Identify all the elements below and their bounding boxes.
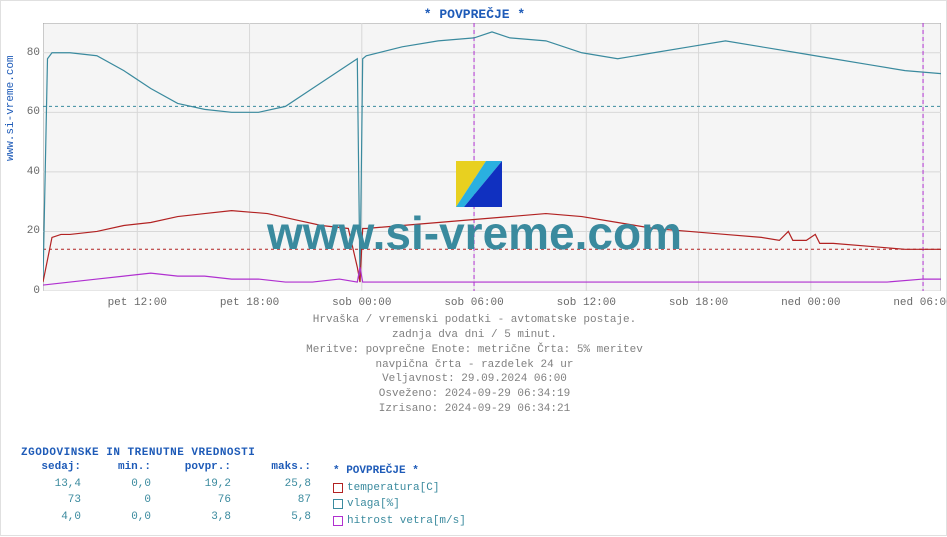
stats-cell-sedaj: 13,4 xyxy=(21,476,81,493)
legend-swatch-icon xyxy=(333,516,343,526)
stats-header-row: sedaj: min.: povpr.: maks.: xyxy=(21,459,311,476)
ytick-label: 60 xyxy=(10,106,40,118)
stats-cell-povpr: 19,2 xyxy=(151,476,231,493)
chart-area xyxy=(43,23,941,291)
stats-cell-maks: 87 xyxy=(231,492,311,509)
stats-cell-povpr: 3,8 xyxy=(151,509,231,526)
stats-cell-min: 0,0 xyxy=(81,476,151,493)
stats-title: ZGODOVINSKE IN TRENUTNE VREDNOSTI xyxy=(21,447,311,459)
legend-swatch-icon xyxy=(333,499,343,509)
caption-line: Veljavnost: 29.09.2024 06:00 xyxy=(1,372,947,387)
stats-cell-povpr: 76 xyxy=(151,492,231,509)
xtick-label: sob 06:00 xyxy=(444,297,503,309)
caption-line: Hrvaška / vremenski podatki - avtomatske… xyxy=(1,313,947,328)
stats-cell-sedaj: 73 xyxy=(21,492,81,509)
ytick-label: 40 xyxy=(10,166,40,178)
stats-row: 7307687 xyxy=(21,492,311,509)
hdr-maks: maks.: xyxy=(231,459,311,476)
caption-block: Hrvaška / vremenski podatki - avtomatske… xyxy=(1,313,947,417)
legend-block: * POVPREČJE * temperatura[C]vlaga[%]hitr… xyxy=(333,463,466,529)
xtick-label: ned 06:00 xyxy=(893,297,947,309)
chart-title: * POVPREČJE * xyxy=(1,7,947,22)
stats-block: ZGODOVINSKE IN TRENUTNE VREDNOSTI sedaj:… xyxy=(21,447,311,525)
caption-line: Meritve: povprečne Enote: metrične Črta:… xyxy=(1,343,947,358)
ytick-label: 20 xyxy=(10,225,40,237)
legend-label: vlaga[%] xyxy=(347,496,400,513)
xtick-label: ned 00:00 xyxy=(781,297,840,309)
xtick-group: pet 12:00 pet 18:00 sob 00:00 sob 06:00 sob … xyxy=(43,297,941,311)
plot-svg xyxy=(43,23,941,291)
legend-row-veter: hitrost vetra[m/s] xyxy=(333,513,466,530)
xtick-label: sob 18:00 xyxy=(669,297,728,309)
legend-row-vlaga: vlaga[%] xyxy=(333,496,466,513)
caption-line: navpična črta - razdelek 24 ur xyxy=(1,358,947,373)
legend-title: * POVPREČJE * xyxy=(333,463,466,480)
stats-cell-sedaj: 4,0 xyxy=(21,509,81,526)
stats-row: 4,00,03,85,8 xyxy=(21,509,311,526)
ytick-label: 0 xyxy=(10,285,40,297)
stats-cell-maks: 25,8 xyxy=(231,476,311,493)
legend-label: hitrost vetra[m/s] xyxy=(347,513,466,530)
hdr-min: min.: xyxy=(81,459,151,476)
caption-line: Osveženo: 2024-09-29 06:34:19 xyxy=(1,387,947,402)
stats-cell-min: 0,0 xyxy=(81,509,151,526)
hdr-povpr: povpr.: xyxy=(151,459,231,476)
stats-row: 13,40,019,225,8 xyxy=(21,476,311,493)
legend-row-temperatura: temperatura[C] xyxy=(333,480,466,497)
caption-line: Izrisano: 2024-09-29 06:34:21 xyxy=(1,402,947,417)
ytick-label: 80 xyxy=(10,47,40,59)
stats-cell-min: 0 xyxy=(81,492,151,509)
root: * POVPREČJE * www.si-vreme.com 020406080… xyxy=(1,1,947,537)
xtick-label: sob 00:00 xyxy=(332,297,391,309)
xtick-label: pet 12:00 xyxy=(108,297,167,309)
stats-cell-maks: 5,8 xyxy=(231,509,311,526)
caption-line: zadnja dva dni / 5 minut. xyxy=(1,328,947,343)
legend-swatch-icon xyxy=(333,483,343,493)
xtick-label: sob 12:00 xyxy=(557,297,616,309)
legend-label: temperatura[C] xyxy=(347,480,439,497)
hdr-sedaj: sedaj: xyxy=(21,459,81,476)
xtick-label: pet 18:00 xyxy=(220,297,279,309)
